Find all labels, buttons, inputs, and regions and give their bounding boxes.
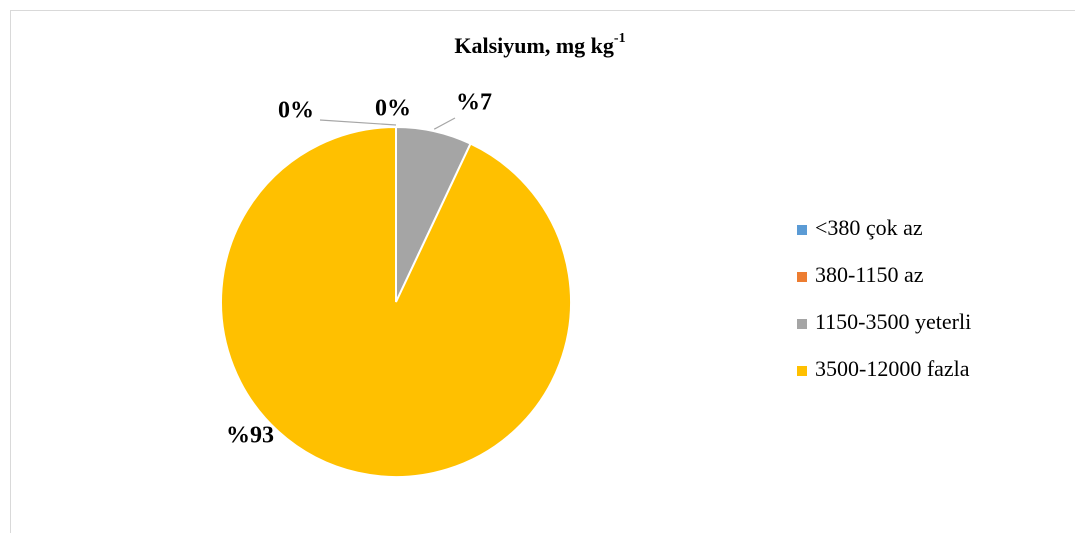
leader-line bbox=[433, 117, 456, 130]
legend-swatch bbox=[797, 366, 807, 376]
legend-label: 3500-12000 fazla bbox=[815, 356, 970, 381]
legend-label: 1150-3500 yeterli bbox=[815, 309, 971, 334]
data-label: %7 bbox=[456, 90, 492, 116]
data-label: %93 bbox=[226, 423, 274, 449]
title-superscript: -1 bbox=[614, 31, 626, 46]
chart-frame bbox=[10, 10, 1075, 533]
legend-swatch bbox=[797, 225, 807, 235]
leader-line bbox=[319, 119, 397, 126]
data-label: 0% bbox=[375, 96, 411, 122]
legend-swatch bbox=[797, 319, 807, 329]
chart-title: Kalsiyum, mg kg-1 bbox=[454, 31, 625, 58]
title-main: Kalsiyum, mg kg bbox=[454, 33, 614, 58]
legend-label: <380 çok az bbox=[815, 215, 923, 240]
pie-slice bbox=[220, 125, 572, 478]
data-label: 0% bbox=[278, 98, 314, 124]
legend-swatch bbox=[797, 272, 807, 282]
legend-label: 380-1150 az bbox=[815, 262, 924, 287]
